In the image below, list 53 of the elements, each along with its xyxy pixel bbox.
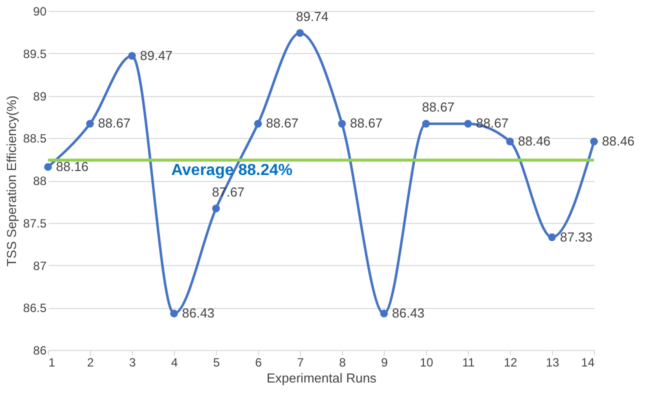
data-label: 88.67 (98, 116, 131, 131)
data-label: 86.43 (182, 306, 215, 321)
x-tick-label: 4 (171, 356, 178, 370)
data-label: 88.67 (476, 116, 509, 131)
x-tick-label: 1 (48, 356, 56, 370)
x-tick-label: 13 (546, 356, 560, 370)
point (380, 310, 388, 318)
point (86, 120, 94, 128)
point (506, 138, 514, 146)
data-label: 88.67 (422, 100, 455, 115)
x-tick-label: 7 (297, 356, 304, 370)
point (170, 310, 178, 318)
x-tick-label: 10 (420, 356, 434, 370)
x-tick-label: 11 (462, 356, 476, 370)
point (590, 138, 598, 146)
y-tick-label: 89.5 (23, 46, 47, 61)
point (254, 120, 262, 128)
x-axis-title: Experimental Runs (266, 370, 377, 386)
x-tick-label: 3 (129, 356, 136, 370)
y-tick-label: 88 (33, 174, 47, 188)
y-tick-label: 89 (33, 89, 47, 104)
point (338, 120, 346, 128)
point (464, 120, 472, 128)
x-tick-label: 8 (339, 356, 346, 370)
data-label: 88.46 (602, 134, 635, 149)
data-label: 89.74 (296, 9, 329, 24)
data-label: 88.67 (350, 116, 383, 131)
y-tick-label: 87.5 (23, 216, 47, 230)
ref-line-label: Average 88.24% (171, 162, 292, 180)
data-label: 89.47 (140, 48, 173, 63)
x-tick-label: 2 (87, 356, 94, 370)
data-label: 86.43 (392, 306, 425, 321)
data-label: 88.46 (518, 134, 551, 149)
data-label: 87.33 (560, 229, 593, 244)
x-tick-label: 12 (504, 356, 518, 370)
y-tick-label: 86.5 (23, 301, 47, 316)
y-tick-label: 90 (33, 4, 47, 18)
x-tick-label: 6 (255, 356, 262, 370)
x-tick-label: 14 (581, 356, 595, 370)
point (548, 233, 556, 242)
point (44, 163, 52, 171)
point (296, 29, 304, 37)
point (128, 52, 136, 60)
data-label: 88.67 (266, 116, 299, 131)
point (422, 120, 430, 128)
y-tick-label: 88.5 (23, 132, 47, 146)
y-tick-label: 86 (33, 344, 47, 358)
data-label: 88.16 (56, 158, 89, 174)
x-tick-label: 9 (381, 356, 388, 370)
y-axis-title: TSS Seperation Efficiency(%) (4, 96, 20, 266)
point (212, 204, 220, 212)
y-tick-label: 87 (33, 258, 47, 273)
x-tick-label: 5 (213, 356, 220, 370)
